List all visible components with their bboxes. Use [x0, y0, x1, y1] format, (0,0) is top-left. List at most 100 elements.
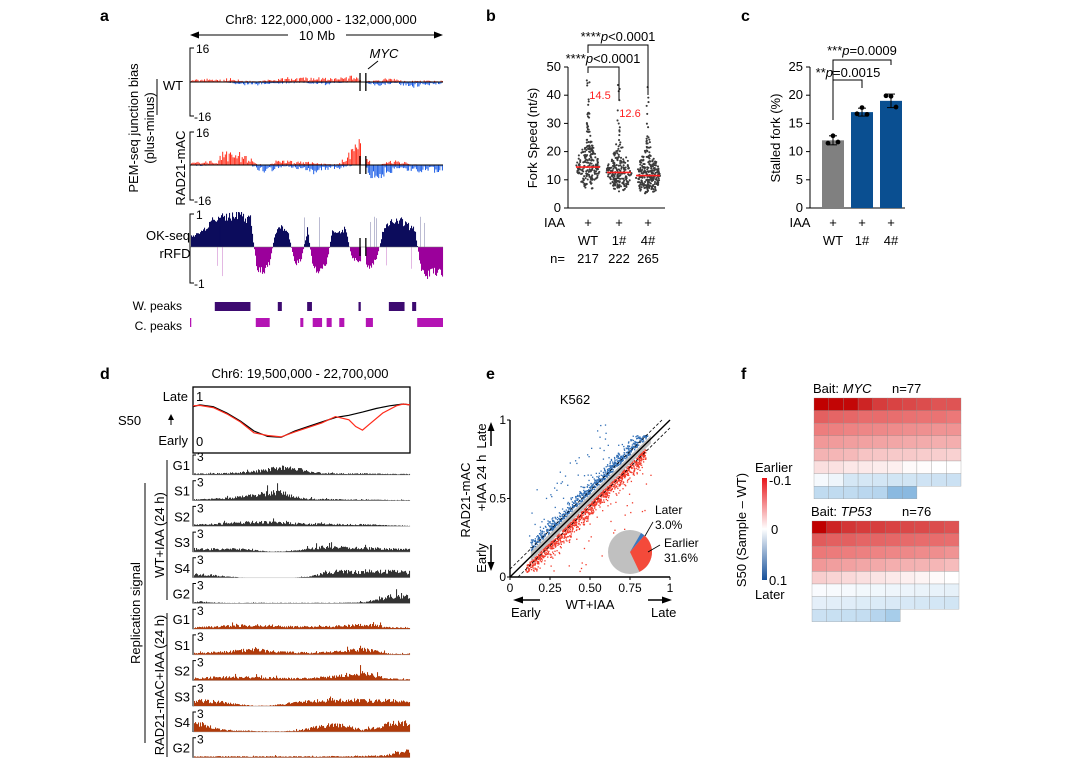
y-min-label: 0	[196, 434, 203, 449]
rfd-bar	[367, 247, 369, 268]
rfd-bar	[228, 217, 230, 247]
signal-bar	[365, 700, 367, 707]
signal-bar	[267, 756, 269, 758]
signal-bar	[228, 498, 230, 501]
signal-bar	[349, 624, 351, 630]
rfd-bar	[281, 225, 283, 247]
signal-bar	[361, 626, 363, 630]
earlier-point	[638, 466, 640, 468]
signal-bar	[308, 700, 310, 707]
signal-bar	[309, 472, 311, 475]
positive-bias-bar	[237, 79, 239, 82]
peak-block	[365, 318, 373, 327]
signal-bar	[395, 571, 397, 578]
signal-bar	[256, 731, 258, 732]
rfd-bar	[388, 226, 390, 247]
signal-bar	[398, 679, 400, 681]
signal-bar	[398, 525, 400, 527]
signal-bar	[401, 525, 403, 527]
signal-bar	[333, 602, 335, 604]
positive-bias-bar	[197, 161, 199, 165]
signal-bar	[271, 625, 273, 630]
negative-bias-bar	[370, 165, 372, 179]
signal-bar	[332, 755, 334, 758]
rfd-bar	[348, 242, 350, 247]
fork-speed-point	[576, 169, 579, 173]
negative-bias-bar	[409, 82, 411, 86]
signal-bar	[202, 601, 204, 604]
signal-bar	[206, 677, 208, 681]
fork-speed-point	[619, 156, 623, 159]
positive-bias-bar	[296, 78, 298, 82]
signal-bar	[237, 730, 239, 732]
signal-bar	[319, 602, 321, 604]
signal-bar	[343, 725, 345, 732]
signal-bar	[198, 549, 200, 553]
signal-bar	[229, 549, 231, 553]
signal-bar	[306, 626, 308, 630]
signal-bar	[211, 678, 213, 681]
earlier-point	[627, 473, 629, 476]
fork-speed-point	[588, 175, 591, 178]
positive-bias-bar	[215, 79, 217, 82]
signal-bar	[319, 546, 321, 553]
signal-bar	[333, 524, 335, 527]
signal-bar	[200, 651, 202, 655]
signal-bar	[216, 728, 218, 732]
positive-bias-bar	[337, 79, 339, 82]
signal-bar	[331, 573, 333, 578]
negative-bias-bar	[301, 165, 303, 169]
fork-speed-point	[586, 138, 589, 141]
signal-bar	[226, 472, 228, 475]
signal-bar	[261, 626, 263, 630]
signal-bar	[281, 469, 283, 475]
negative-bias-bar	[335, 165, 337, 167]
earlier-point	[597, 501, 600, 503]
signal-bar	[201, 627, 203, 630]
fork-speed-point	[586, 113, 589, 116]
earlier-point	[560, 540, 562, 543]
fork-speed-point	[625, 185, 628, 189]
earlier-point	[525, 570, 527, 572]
phase-label: S2	[174, 664, 190, 679]
positive-bias-bar	[297, 161, 299, 165]
negative-bias-bar	[430, 165, 432, 167]
earlier-point	[637, 468, 639, 470]
rfd-bar	[338, 232, 340, 247]
signal-bar	[195, 524, 197, 527]
signal-bar	[211, 574, 213, 578]
signal-bar	[386, 678, 388, 681]
signal-bar	[345, 756, 347, 758]
rfd-bar	[384, 228, 386, 247]
positive-bias-bar	[270, 163, 272, 165]
earlier-point	[616, 494, 618, 496]
signal-bar	[209, 727, 211, 732]
signal-bar	[332, 626, 334, 630]
signal-bar	[264, 602, 266, 604]
signal-bar	[333, 726, 335, 732]
signal-bar	[223, 576, 225, 578]
signal-bar	[202, 756, 204, 758]
signal-bar	[393, 548, 395, 553]
signal-bar	[285, 627, 287, 630]
signal-bar	[226, 756, 228, 758]
signal-bar	[368, 601, 370, 604]
negative-bias-bar	[243, 82, 244, 85]
signal-bar	[394, 548, 396, 553]
signal-bar	[319, 652, 321, 655]
fork-speed-point	[643, 176, 646, 179]
signal-bar	[265, 731, 267, 732]
signal-bar	[224, 729, 226, 732]
signal-bar	[323, 523, 325, 527]
earlier-point	[544, 552, 546, 555]
signal-bar	[373, 524, 375, 527]
earlier-point	[581, 514, 583, 516]
signal-bar	[304, 549, 306, 553]
signal-bar	[322, 726, 324, 732]
rfd-bar	[288, 233, 290, 247]
positive-bias-bar	[287, 77, 289, 82]
negative-bias-bar	[374, 82, 376, 86]
earlier-point	[571, 530, 573, 533]
signal-bar	[261, 756, 263, 758]
signal-bar	[368, 726, 370, 732]
